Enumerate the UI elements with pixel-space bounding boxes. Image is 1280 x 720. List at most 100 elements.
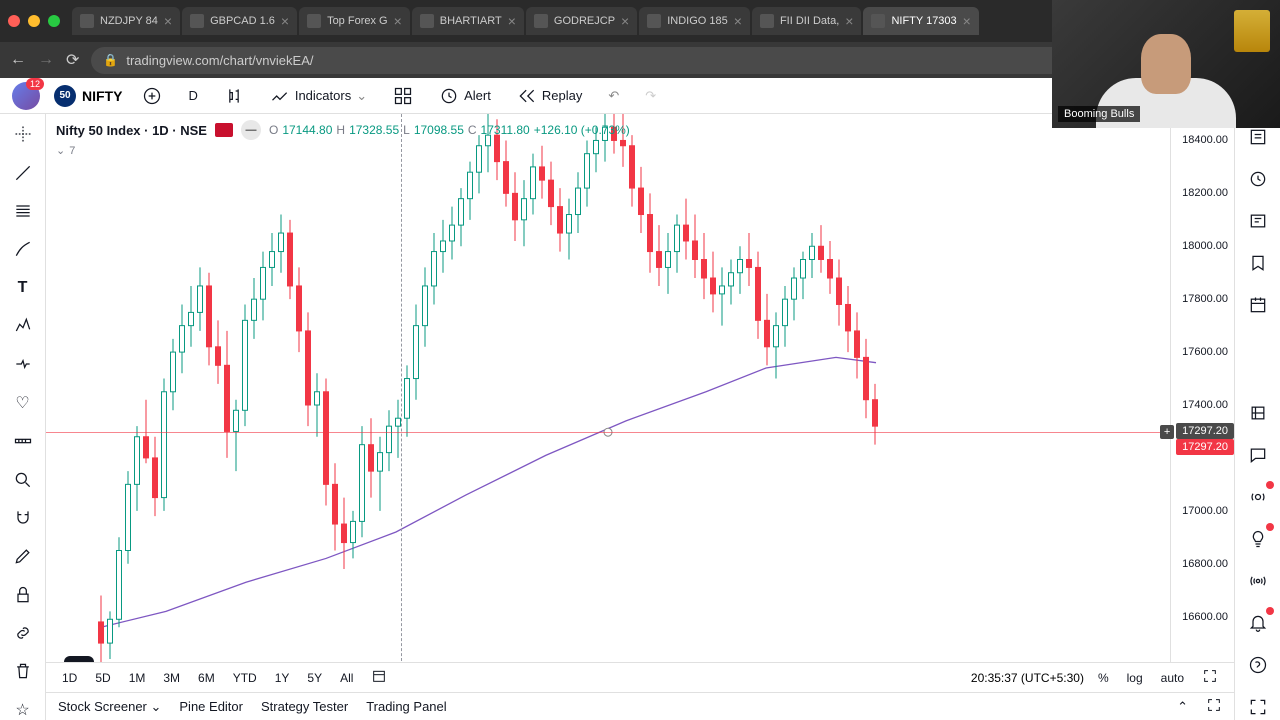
pattern-tool[interactable] [11,316,35,336]
range-5d[interactable]: 5D [91,669,114,687]
panel-collapse-icon[interactable]: ⌃ [1177,699,1188,715]
zoom-tool[interactable] [11,469,35,489]
lock-tool[interactable] [11,585,35,605]
news-icon[interactable] [1245,208,1271,234]
tab-close-icon[interactable]: × [734,13,742,29]
forecast-tool[interactable] [11,354,35,374]
indicators-button[interactable]: Indicators ⌄ [264,82,373,110]
footer-pine-editor[interactable]: Pine Editor [179,699,243,714]
broadcast-icon[interactable] [1245,568,1271,594]
footer-bar: Stock Screener ⌄ Pine Editor Strategy Test… [46,692,1234,720]
browser-tab[interactable]: NIFTY 17303× [863,7,978,35]
range-1y[interactable]: 1Y [271,669,294,687]
goto-date-icon[interactable] [367,666,391,689]
range-ytd[interactable]: YTD [229,669,261,687]
candle-type-button[interactable] [218,82,250,110]
browser-tab[interactable]: GODREJCP× [526,7,637,35]
link-tool[interactable] [11,623,35,643]
help-icon[interactable] [1245,652,1271,678]
notifications-icon[interactable] [1245,610,1271,636]
tab-close-icon[interactable]: × [621,13,629,29]
footer-strategy-tester[interactable]: Strategy Tester [261,699,348,714]
cursor-tool[interactable] [11,124,35,144]
replay-button[interactable]: Replay [511,82,588,110]
undo-button[interactable]: ↶ [602,84,625,108]
tab-title: NZDJPY 84 [100,15,158,27]
stream-icon[interactable] [1245,484,1271,510]
edit-tool[interactable] [11,546,35,566]
y-axis-label: 17800.00 [1182,293,1228,305]
axis-log[interactable]: log [1123,669,1147,687]
range-3m[interactable]: 3M [159,669,184,687]
fullscreen-icon[interactable] [1245,694,1271,720]
range-1m[interactable]: 1M [125,669,150,687]
y-axis-label: 17600.00 [1182,346,1228,358]
chat-icon[interactable] [1245,442,1271,468]
reload-button[interactable]: ⟳ [66,50,79,70]
hotlist-icon[interactable] [1245,250,1271,276]
maximize-window-icon[interactable] [48,15,60,27]
footer-stock-screener[interactable]: Stock Screener ⌄ [58,699,161,715]
range-6m[interactable]: 6M [194,669,219,687]
tab-close-icon[interactable]: × [164,13,172,29]
panel-maximize-icon[interactable] [1206,697,1222,716]
tab-title: Top Forex G [327,15,388,27]
redo-button[interactable]: ↷ [639,84,662,108]
window-controls[interactable] [8,15,60,27]
browser-tab[interactable]: NZDJPY 84 × [72,7,180,35]
add-alert-icon[interactable]: + [1160,425,1174,439]
minimize-window-icon[interactable] [28,15,40,27]
tab-close-icon[interactable]: × [281,13,289,29]
templates-button[interactable] [387,82,419,110]
indicator-count[interactable]: ⌄ 7 [56,144,630,157]
delete-tool[interactable] [11,661,35,681]
tab-favicon-icon [190,14,204,28]
axis-pct[interactable]: % [1094,669,1113,687]
visibility-icon[interactable]: — [241,120,261,140]
axis-fullscreen-icon[interactable] [1198,666,1222,689]
text-tool[interactable]: T [11,278,35,298]
symbol-selector[interactable]: 50 NIFTY [54,85,122,107]
axis-auto[interactable]: auto [1157,669,1188,687]
browser-tab[interactable]: GBPCAD 1.6× [182,7,297,35]
tab-close-icon[interactable]: × [508,13,516,29]
tab-close-icon[interactable]: × [845,13,853,29]
magnet-tool[interactable] [11,508,35,528]
price-line[interactable] [46,432,1170,433]
star-tool[interactable]: ☆ [11,700,35,720]
measure-tool[interactable] [11,431,35,451]
calendar-icon[interactable] [1245,292,1271,318]
back-button[interactable]: ← [10,51,26,69]
ideas-icon[interactable] [1245,526,1271,552]
interval-selector[interactable]: D [182,84,203,107]
range-1d[interactable]: 1D [58,669,81,687]
range-all[interactable]: All [336,669,357,687]
alert-button[interactable]: Alert [433,82,497,110]
forward-button[interactable]: → [38,51,54,69]
tab-close-icon[interactable]: × [394,13,402,29]
browser-tab[interactable]: Top Forex G × [299,7,410,35]
brush-tool[interactable] [11,239,35,259]
price-axis[interactable]: 18400.0018200.0018000.0017800.0017600.00… [1170,114,1234,696]
range-5y[interactable]: 5Y [303,669,326,687]
footer-trading-panel[interactable]: Trading Panel [366,699,446,714]
browser-tab[interactable]: INDIGO 185× [639,7,750,35]
symbol-name: NIFTY [82,88,122,104]
browser-tab[interactable]: BHARTIART× [412,7,524,35]
crosshair-price-tag: +17297.20 [1176,423,1234,439]
object-tree-icon[interactable] [1245,400,1271,426]
url-field[interactable]: 🔒 tradingview.com/chart/vnviekEA/ [91,47,1218,74]
close-window-icon[interactable] [8,15,20,27]
add-symbol-button[interactable] [136,82,168,110]
chart-pane[interactable]: Nifty 50 Index · 1D · NSE — O17144.80 H1… [46,114,1234,720]
award-plaque-icon [1234,10,1270,52]
fib-tool[interactable] [11,201,35,221]
user-avatar[interactable]: 12 [12,82,40,110]
tab-close-icon[interactable]: × [963,13,971,29]
alerts-panel-icon[interactable] [1245,166,1271,192]
trendline-tool[interactable] [11,162,35,182]
chart-canvas[interactable] [46,114,1170,696]
browser-tab[interactable]: FII DII Data,× [752,7,861,35]
favorites-tool[interactable]: ♡ [11,393,35,413]
main-area: T ♡ ☆ Nifty 50 Index · 1D · NSE — O17144… [0,114,1280,720]
